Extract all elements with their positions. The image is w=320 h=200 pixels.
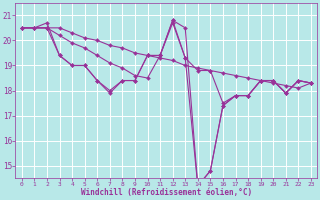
X-axis label: Windchill (Refroidissement éolien,°C): Windchill (Refroidissement éolien,°C) [81, 188, 252, 197]
